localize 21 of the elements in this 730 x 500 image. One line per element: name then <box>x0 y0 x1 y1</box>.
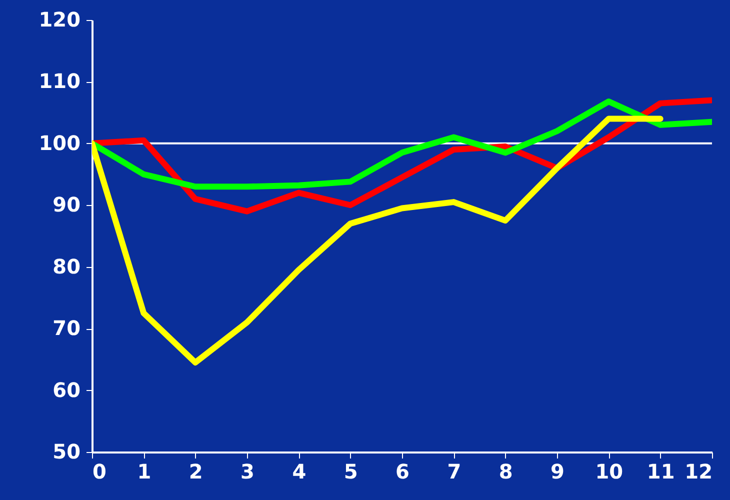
y-tick-label: 90 <box>52 192 80 217</box>
x-tick-label: 9 <box>550 460 564 484</box>
x-tick-label: 2 <box>188 460 203 484</box>
x-tick-label: 0 <box>92 460 106 484</box>
x-tick-label: 3 <box>240 460 254 484</box>
x-tick-label: 10 <box>595 460 624 484</box>
y-tick-label: 120 <box>38 8 80 32</box>
x-tick-label: 4 <box>292 460 306 484</box>
y-tick-label: 100 <box>38 130 80 155</box>
x-tick-label: 11 <box>646 460 675 484</box>
y-tick-label: 60 <box>52 378 80 402</box>
y-tick-label: 110 <box>38 69 80 94</box>
x-tick-label: 8 <box>498 460 513 484</box>
x-tick-label: 1 <box>137 460 152 484</box>
x-tick-label: 7 <box>447 460 462 484</box>
x-tick-label: 12 <box>684 460 712 484</box>
y-tick-label: 80 <box>52 254 80 278</box>
y-tick-label: 50 <box>52 440 80 464</box>
x-tick-label: 5 <box>344 460 358 484</box>
x-tick-label: 6 <box>396 460 410 484</box>
y-tick-label: 70 <box>52 316 80 340</box>
